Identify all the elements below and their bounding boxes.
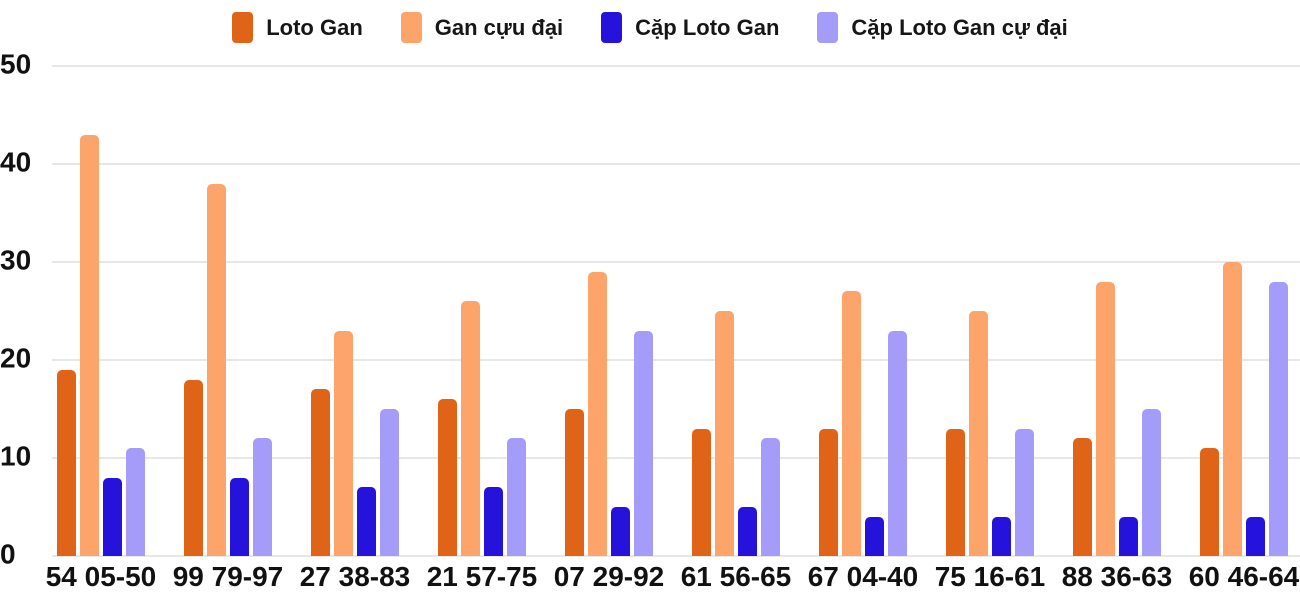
gridline: [52, 457, 1300, 459]
legend-label: Loto Gan: [266, 14, 363, 40]
legend-swatch-icon: [400, 12, 422, 43]
bar-3-group-7[interactable]: [865, 516, 884, 556]
bar-2-group-8[interactable]: [969, 311, 988, 556]
x-axis-category-label: 27 38-83: [299, 561, 411, 592]
bar-3-group-4[interactable]: [484, 487, 503, 556]
bar-3-group-3[interactable]: [357, 487, 376, 556]
bar-2-group-4[interactable]: [461, 301, 480, 556]
bar-2-group-10[interactable]: [1223, 262, 1242, 556]
legend-swatch-icon: [232, 12, 254, 43]
bar-1-group-9[interactable]: [1073, 438, 1092, 556]
bar-1-group-5[interactable]: [565, 409, 584, 556]
bar-4-group-4[interactable]: [507, 438, 526, 556]
bar-1-group-1[interactable]: [57, 369, 76, 556]
bar-4-group-6[interactable]: [761, 438, 780, 556]
bar-3-group-5[interactable]: [611, 507, 630, 556]
chart-legend: Loto Gan Gan cựu đại Cặp Loto Gan Cặp Loto …: [0, 12, 1300, 43]
y-axis-tick-label: 30: [0, 244, 32, 276]
bar-4-group-10[interactable]: [1269, 281, 1288, 556]
bar-2-group-7[interactable]: [842, 291, 861, 556]
gridline: [52, 65, 1300, 67]
bar-3-group-2[interactable]: [230, 477, 249, 556]
bar-3-group-8[interactable]: [992, 516, 1011, 556]
bar-4-group-9[interactable]: [1142, 409, 1161, 556]
x-axis-category-label: 67 04-40: [807, 561, 919, 592]
bar-1-group-7[interactable]: [819, 428, 838, 556]
bar-1-group-10[interactable]: [1200, 448, 1219, 556]
bar-2-group-3[interactable]: [334, 330, 353, 556]
bar-2-group-1[interactable]: [80, 134, 99, 556]
x-axis-category-label: 54 05-50: [45, 561, 157, 592]
y-axis-tick-label: 50: [0, 48, 32, 80]
legend-swatch-icon: [817, 12, 839, 43]
legend-item[interactable]: Gan cựu đại: [400, 12, 564, 43]
y-axis-tick-label: 10: [0, 440, 32, 472]
gridline: [52, 359, 1300, 361]
bar-4-group-1[interactable]: [126, 448, 145, 556]
bar-4-group-5[interactable]: [634, 330, 653, 556]
bar-4-group-2[interactable]: [253, 438, 272, 556]
bar-1-group-2[interactable]: [184, 379, 203, 556]
x-axis-category-label: 60 46-64: [1188, 561, 1300, 592]
bar-3-group-10[interactable]: [1246, 516, 1265, 556]
bar-2-group-9[interactable]: [1096, 281, 1115, 556]
x-axis-category-label: 75 16-61: [934, 561, 1046, 592]
x-axis-category-label: 21 57-75: [426, 561, 538, 592]
bar-2-group-6[interactable]: [715, 311, 734, 556]
gridline: [52, 555, 1300, 557]
y-axis-tick-label: 0: [0, 538, 16, 570]
bar-3-group-6[interactable]: [738, 507, 757, 556]
x-axis-category-label: 61 56-65: [680, 561, 792, 592]
y-axis-tick-label: 40: [0, 146, 32, 178]
bar-3-group-1[interactable]: [103, 477, 122, 556]
legend-label: Cặp Loto Gan: [635, 14, 780, 40]
bar-3-group-9[interactable]: [1119, 516, 1138, 556]
bar-4-group-8[interactable]: [1015, 428, 1034, 556]
legend-label: Gan cựu đại: [434, 14, 564, 40]
bar-1-group-4[interactable]: [438, 399, 457, 556]
y-axis-tick-label: 20: [0, 342, 32, 374]
bar-2-group-5[interactable]: [588, 271, 607, 556]
x-axis-category-label: 99 79-97: [172, 561, 284, 592]
bar-1-group-6[interactable]: [692, 428, 711, 556]
gridline: [52, 261, 1300, 263]
x-axis-category-label: 07 29-92: [553, 561, 665, 592]
bar-4-group-3[interactable]: [380, 409, 399, 556]
legend-item[interactable]: Cặp Loto Gan: [601, 12, 779, 43]
legend-item[interactable]: Cặp Loto Gan cự đại: [817, 12, 1068, 43]
bar-4-group-7[interactable]: [888, 330, 907, 556]
legend-label: Cặp Loto Gan cự đại: [851, 14, 1068, 40]
bar-2-group-2[interactable]: [207, 183, 226, 556]
bar-1-group-3[interactable]: [311, 389, 330, 556]
x-axis-category-label: 88 36-63: [1061, 561, 1173, 592]
legend-swatch-icon: [601, 12, 623, 43]
bar-1-group-8[interactable]: [946, 428, 965, 556]
gridline: [52, 163, 1300, 165]
legend-item[interactable]: Loto Gan: [232, 12, 363, 43]
